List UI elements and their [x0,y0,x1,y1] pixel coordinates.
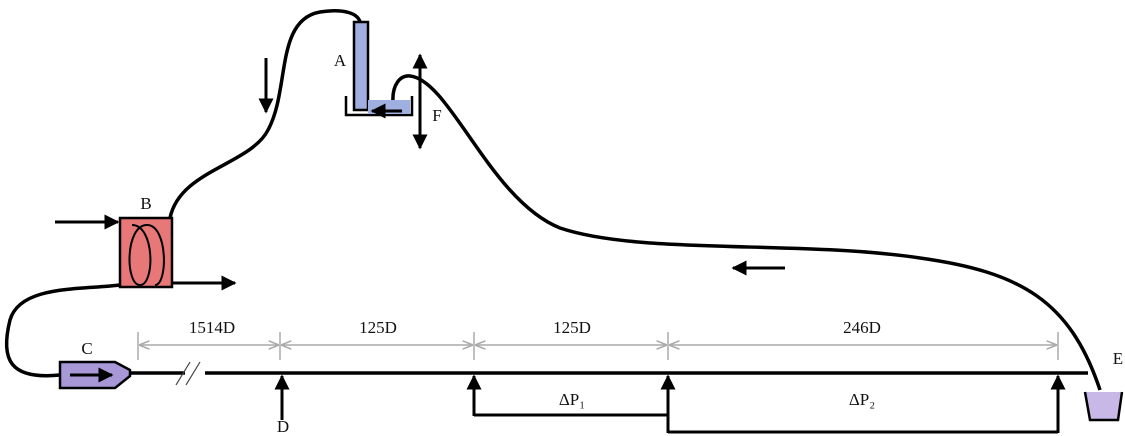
pressure-label: ΔP₂ [849,390,875,409]
dimension-label: 125D [553,318,591,337]
label: C [81,339,92,358]
label: A [334,51,347,70]
dimension-label: 125D [359,318,397,337]
dimension-label: 1514D [189,318,235,337]
arrows [55,55,1058,433]
label: D [277,417,289,436]
diagram: A B C D E F 1514D 125D 125D 246D ΔP₁ ΔP₂ [0,0,1125,436]
label: F [432,106,441,125]
label: E [1113,349,1123,368]
dimension-lines [138,332,1058,360]
label: B [140,194,151,213]
pressure-label: ΔP₁ [559,390,585,409]
dimension-label: 246D [843,318,881,337]
components [60,22,1122,420]
